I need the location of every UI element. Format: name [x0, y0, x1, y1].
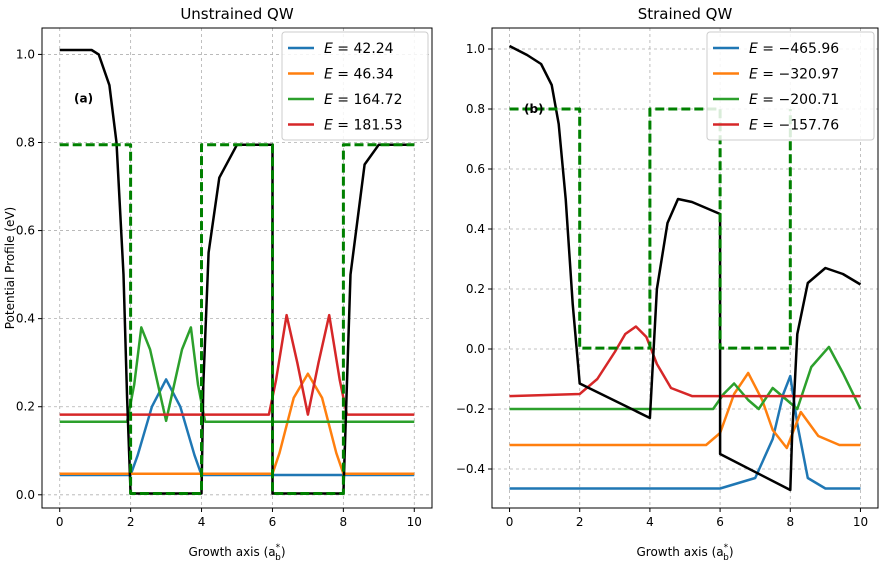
series-line-5 [508, 44, 862, 492]
series-line-5 [59, 48, 415, 495]
series-line-4 [509, 325, 861, 398]
legend-label: E = −157.76 [749, 118, 839, 134]
series-line-4 [59, 313, 415, 416]
legend-label: E = −320.97 [749, 67, 839, 83]
series-line-1 [509, 374, 861, 490]
y-tick-label: 0.8 [466, 102, 485, 116]
legend-label: E = 164.72 [324, 92, 403, 108]
y-tick-label: 0.4 [16, 312, 35, 326]
x-axis-label: Growth axis (a* b) [636, 543, 733, 563]
x-tick-label: 0 [56, 515, 64, 529]
y-tick-label: 0.0 [466, 342, 485, 356]
legend-label: E = 46.34 [324, 67, 394, 83]
panel-label: (a) [74, 91, 93, 105]
panel-label: (b) [524, 102, 544, 116]
x-tick-label: 2 [576, 515, 584, 529]
y-tick-label: 1.0 [16, 47, 35, 61]
legend-label: E = −465.96 [749, 41, 839, 57]
legend-label: E = 42.24 [324, 41, 394, 57]
x-tick-label: 10 [853, 515, 868, 529]
legend-label: E = 181.53 [324, 118, 403, 134]
x-tick-label: 2 [127, 515, 135, 529]
chart-title: Unstrained QW [180, 5, 294, 23]
x-tick-label: 6 [716, 515, 724, 529]
y-tick-label: 0.6 [16, 224, 35, 238]
x-tick-label: 8 [340, 515, 348, 529]
legend: E = 42.24 E = 46.34 E = 164.72 E = 181.53 [281, 31, 429, 141]
series-line-6 [509, 107, 792, 350]
x-tick-label: 4 [646, 515, 654, 529]
plot-frame [491, 27, 879, 509]
series-line-2 [59, 372, 415, 475]
x-tick-label: 0 [506, 515, 514, 529]
x-axis-label: Growth axis (a* b) [188, 543, 285, 563]
legend-box [281, 31, 429, 141]
series-line-3 [59, 326, 415, 423]
x-tick-label: 4 [198, 515, 206, 529]
legend: E = −465.96 E = −320.97 E = −200.71 E = −15… [706, 31, 875, 141]
y-tick-label: 0.2 [466, 282, 485, 296]
y-axis-label: Potential Profile (eV) [3, 207, 17, 329]
y-tick-label: 1.0 [466, 42, 485, 56]
legend-box [706, 31, 875, 141]
y-tick-label: 0.4 [466, 222, 485, 236]
y-tick-label: −0.4 [456, 462, 485, 476]
chart-panel-1: 0 2 4 6 8 10 0.0 0.2 0.4 0.6 0.8 1.0 Unstrained QW Gr… [3, 5, 433, 563]
series-line-1 [59, 378, 415, 477]
y-tick-label: 0.2 [16, 400, 35, 414]
series-line-2 [509, 371, 861, 450]
y-tick-label: −0.2 [456, 402, 485, 416]
legend-label: E = −200.71 [749, 92, 839, 108]
series-line-3 [509, 345, 862, 411]
chart-panel-2: 0 2 4 6 8 10 −0.4 −0.2 0.0 0.2 0.4 0.6 0.8 1.0 Straine… [456, 5, 879, 563]
y-tick-label: 0.6 [466, 162, 485, 176]
x-tick-label: 6 [269, 515, 277, 529]
y-tick-label: 0.0 [16, 488, 35, 502]
x-tick-label: 10 [407, 515, 422, 529]
y-tick-label: 0.8 [16, 135, 35, 149]
plot-frame [41, 27, 433, 509]
series-line-6 [59, 143, 415, 495]
x-tick-label: 8 [786, 515, 794, 529]
chart-title: Strained QW [638, 5, 733, 23]
